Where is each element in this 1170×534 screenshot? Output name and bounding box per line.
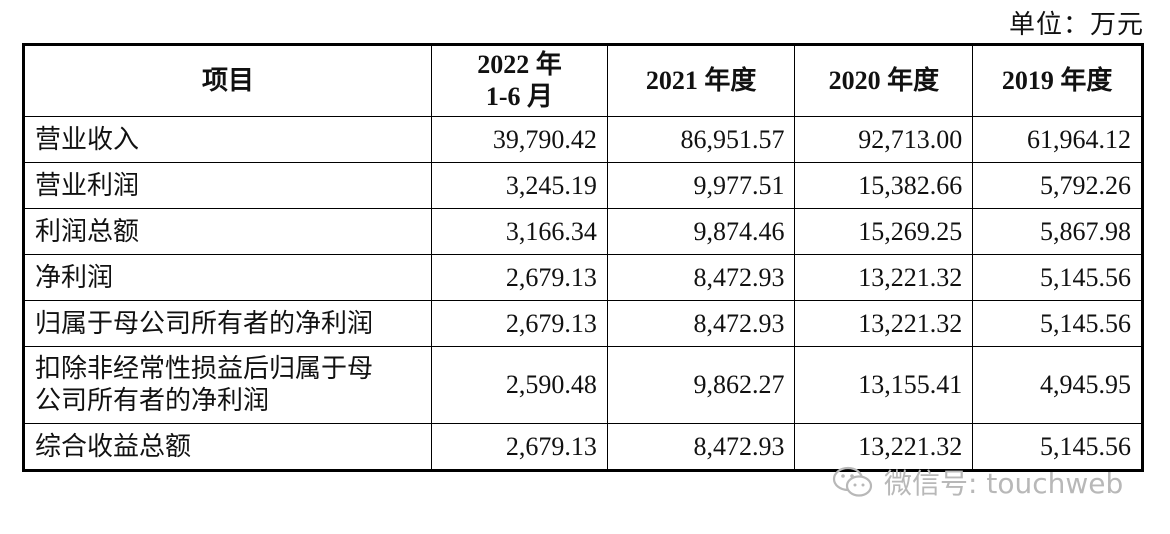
table-cell-value: 13,155.41 <box>794 346 974 424</box>
financial-summary-table: 项目 2022 年 1-6 月 2021 年度 2020 年度 2019 年度 … <box>22 43 1144 472</box>
header-2022h1: 2022 年 1-6 月 <box>431 44 608 117</box>
table-cell-value: 15,382.66 <box>794 162 974 209</box>
table-row: 利润总额 3,166.34 9,874.46 15,269.25 5,867.98 <box>22 208 1143 255</box>
table-cell-value: 92,713.00 <box>794 116 974 163</box>
watermark-text: 微信号: touchweb <box>884 467 1124 500</box>
table-cell-value: 2,679.13 <box>431 254 608 301</box>
table-cell-value: 8,472.93 <box>606 254 796 301</box>
table-cell-value: 61,964.12 <box>972 116 1143 163</box>
table-cell-value: 5,792.26 <box>972 162 1143 209</box>
header-item: 项目 <box>22 44 433 117</box>
table-cell-value: 8,472.93 <box>606 423 796 471</box>
header-row: 项目 2022 年 1-6 月 2021 年度 2020 年度 2019 年度 <box>22 44 1143 117</box>
table-cell-value: 8,472.93 <box>606 300 796 347</box>
row-label: 综合收益总额 <box>22 423 433 471</box>
row-label: 营业收入 <box>22 116 433 163</box>
table-cell-value: 5,867.98 <box>972 208 1143 255</box>
table-cell-value: 13,221.32 <box>794 300 974 347</box>
table-cell-value: 2,590.48 <box>431 346 608 424</box>
table-row: 净利润 2,679.13 8,472.93 13,221.32 5,145.56 <box>22 254 1143 301</box>
table-cell-value: 2,679.13 <box>431 423 608 471</box>
table-row: 综合收益总额 2,679.13 8,472.93 13,221.32 5,145.56 <box>22 423 1143 471</box>
row-label: 营业利润 <box>22 162 433 209</box>
row-label: 扣除非经常性损益后归属于母 公司所有者的净利润 <box>22 346 433 424</box>
header-2019: 2019 年度 <box>972 44 1143 117</box>
table-cell-value: 9,862.27 <box>606 346 796 424</box>
row-label: 归属于母公司所有者的净利润 <box>22 300 433 347</box>
table-cell-value: 9,977.51 <box>606 162 796 209</box>
table-cell-value: 3,166.34 <box>431 208 608 255</box>
table-cell-value: 9,874.46 <box>606 208 796 255</box>
table-row: 营业收入 39,790.42 86,951.57 92,713.00 61,964.12 <box>22 116 1143 163</box>
table-cell-value: 5,145.56 <box>972 423 1143 471</box>
row-label: 利润总额 <box>22 208 433 255</box>
table-cell-value: 86,951.57 <box>606 116 796 163</box>
table-cell-value: 15,269.25 <box>794 208 974 255</box>
table-row: 归属于母公司所有者的净利润 2,679.13 8,472.93 13,221.32 5,… <box>22 300 1143 347</box>
table-cell-value: 13,221.32 <box>794 423 974 471</box>
row-label: 净利润 <box>22 254 433 301</box>
table-cell-value: 2,679.13 <box>431 300 608 347</box>
header-2021: 2021 年度 <box>606 44 796 117</box>
table-cell-value: 39,790.42 <box>431 116 608 163</box>
table-cell-value: 5,145.56 <box>972 300 1143 347</box>
table-cell-value: 13,221.32 <box>794 254 974 301</box>
header-2020: 2020 年度 <box>794 44 974 117</box>
unit-label: 单位：万元 <box>1008 10 1144 40</box>
table-row: 扣除非经常性损益后归属于母 公司所有者的净利润 2,590.48 9,862.27 1… <box>22 346 1143 424</box>
table-row: 营业利润 3,245.19 9,977.51 15,382.66 5,792.26 <box>22 162 1143 209</box>
table-cell-value: 4,945.95 <box>972 346 1143 424</box>
table-cell-value: 3,245.19 <box>431 162 608 209</box>
watermark: 微信号: touchweb <box>832 462 1123 502</box>
table-cell-value: 5,145.56 <box>972 254 1143 301</box>
wechat-icon <box>832 466 873 497</box>
